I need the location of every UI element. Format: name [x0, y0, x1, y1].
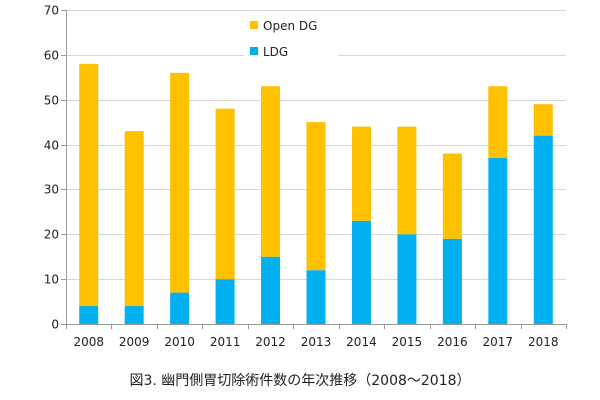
legend-label-open-dg: Open DG	[263, 19, 317, 33]
x-tick-label: 2017	[483, 335, 514, 349]
y-tick-label: 40	[44, 139, 59, 153]
bar-ldg-2017	[488, 158, 508, 324]
bar-open-dg-2015	[397, 126, 417, 235]
bar-open-dg-2017	[488, 86, 508, 159]
bar-open-dg-2008	[79, 63, 99, 307]
bar-open-dg-2012	[261, 86, 281, 257]
y-tick-label: 50	[44, 94, 59, 108]
legend-label-ldg: LDG	[263, 45, 288, 59]
bar-ldg-2009	[124, 306, 144, 324]
y-tick-label: 60	[44, 49, 59, 63]
y-tick-label: 0	[51, 318, 59, 332]
legend-swatch-ldg	[250, 47, 258, 55]
y-tick-label: 10	[44, 273, 59, 287]
x-tick-label: 2018	[528, 335, 559, 349]
x-tick-label: 2008	[73, 335, 104, 349]
bars	[79, 63, 553, 324]
x-tick-label: 2016	[437, 335, 468, 349]
legend-swatch-open-dg	[250, 21, 258, 29]
bar-open-dg-2011	[215, 108, 235, 280]
legend: Open DG LDG	[244, 14, 338, 68]
x-tick-label: 2013	[301, 335, 332, 349]
bar-open-dg-2009	[124, 131, 144, 307]
legend-background	[244, 14, 338, 68]
bar-open-dg-2018	[533, 104, 553, 136]
bar-open-dg-2010	[170, 72, 190, 293]
bar-ldg-2010	[170, 292, 190, 324]
y-tick-label: 20	[44, 228, 59, 242]
y-tick-label: 30	[44, 183, 59, 197]
bar-open-dg-2014	[351, 126, 371, 221]
tick-labels: 0 10 20 30 40 50 60 70 2008 2009 2010 2011 2012 2013 2…	[44, 4, 559, 350]
bar-ldg-2015	[397, 234, 417, 324]
axes	[61, 10, 567, 329]
x-tick-label: 2014	[346, 335, 377, 349]
x-tick-label: 2011	[210, 335, 241, 349]
bar-ldg-2012	[261, 256, 281, 324]
x-tick-label: 2012	[255, 335, 286, 349]
bar-open-dg-2016	[442, 153, 462, 239]
bar-ldg-2008	[79, 306, 99, 324]
x-tick-label: 2010	[164, 335, 195, 349]
bar-ldg-2018	[533, 135, 553, 324]
figure-caption: 図3. 幽門側胃切除術件数の年次推移（2008～2018）	[129, 373, 471, 389]
bar-ldg-2014	[351, 220, 371, 324]
x-tick-label: 2009	[119, 335, 150, 349]
bar-open-dg-2013	[306, 122, 326, 271]
y-tick-label: 70	[44, 4, 59, 18]
bar-ldg-2016	[442, 238, 462, 324]
bar-ldg-2013	[306, 270, 326, 324]
x-tick-label: 2015	[392, 335, 423, 349]
bar-ldg-2011	[215, 279, 235, 324]
